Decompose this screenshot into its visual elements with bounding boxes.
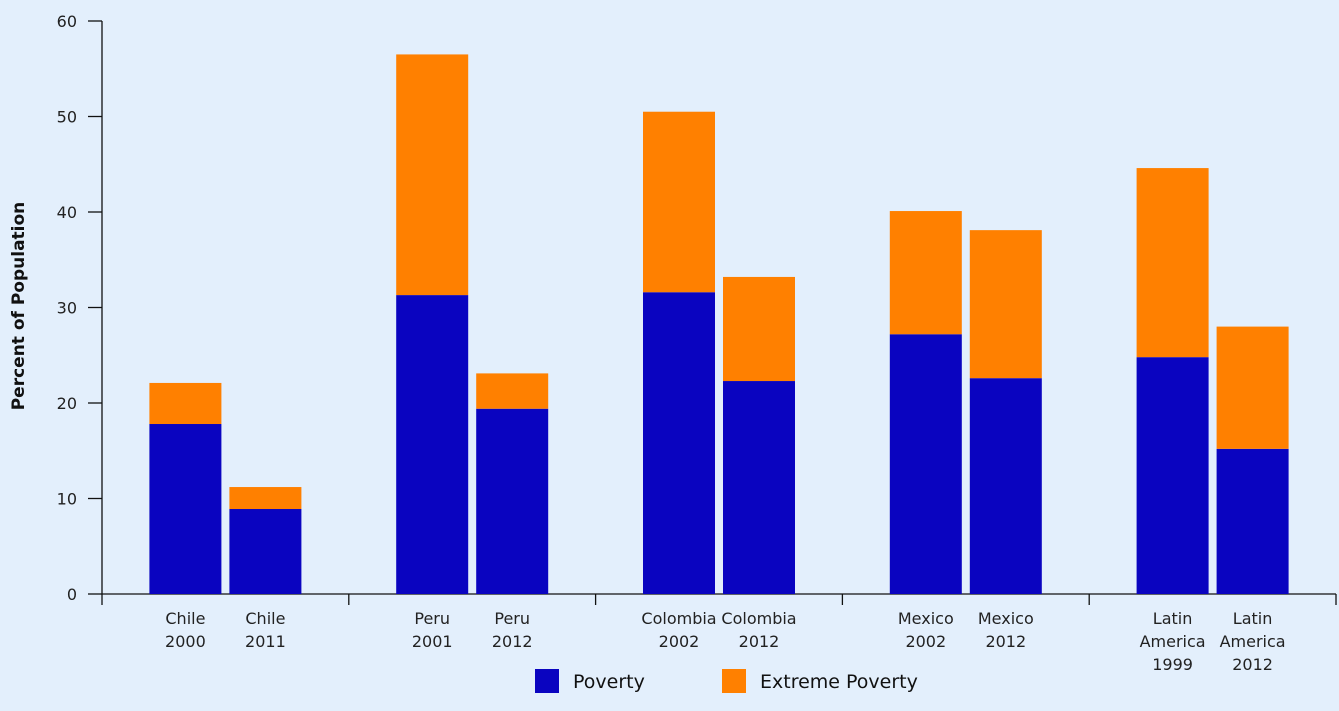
legend-label: Extreme Poverty <box>760 671 918 693</box>
y-tick-label: 50 <box>57 108 77 127</box>
y-tick-label: 20 <box>57 394 77 413</box>
bar-poverty <box>149 424 222 594</box>
y-tick-label: 40 <box>57 203 77 222</box>
y-tick-label: 0 <box>67 585 77 604</box>
y-tick-label: 60 <box>57 12 77 31</box>
x-category-label: Chile 2011 <box>245 609 286 651</box>
legend-swatch <box>535 669 559 693</box>
x-axis <box>101 593 1337 605</box>
bar-extreme-poverty <box>1136 168 1209 358</box>
x-category-label: Latin America 1999 <box>1140 609 1206 674</box>
y-tick-label: 30 <box>57 299 77 318</box>
bar-extreme-poverty <box>229 487 302 510</box>
x-category-label: Mexico 2012 <box>978 609 1034 651</box>
bar-poverty <box>643 292 715 594</box>
y-axis: 0 10 20 30 40 50 60 <box>57 12 103 604</box>
x-category-label: Mexico 2002 <box>898 609 954 651</box>
y-axis-title: Percent of Population <box>9 202 29 411</box>
y-tick-label: 10 <box>57 490 77 509</box>
bar-poverty <box>476 408 549 594</box>
bar-extreme-poverty <box>476 373 549 409</box>
bar-poverty <box>396 295 469 594</box>
bar-poverty <box>1216 448 1289 594</box>
x-category-label: Latin America 2012 <box>1220 609 1286 674</box>
bar-poverty <box>889 334 962 594</box>
x-category-label: Colombia 2002 <box>641 609 716 651</box>
bar-poverty <box>1136 357 1209 594</box>
bar-extreme-poverty <box>969 230 1042 379</box>
bar-extreme-poverty <box>723 276 795 382</box>
legend-label: Poverty <box>573 671 645 693</box>
legend-swatch <box>722 669 746 693</box>
bar-extreme-poverty <box>889 211 962 335</box>
bar-poverty <box>229 509 302 594</box>
x-category-label: Peru 2012 <box>492 609 533 651</box>
x-category-label: Chile 2000 <box>165 609 206 651</box>
legend: Poverty Extreme Poverty <box>535 669 918 693</box>
bar-extreme-poverty <box>643 111 715 293</box>
bar-poverty <box>723 381 795 594</box>
bar-extreme-poverty <box>1216 326 1289 449</box>
bar-poverty <box>969 378 1042 594</box>
bar-extreme-poverty <box>396 54 469 296</box>
bar-extreme-poverty <box>149 382 222 425</box>
bars <box>149 54 1289 594</box>
x-category-label: Peru 2001 <box>412 609 453 651</box>
category-labels: Chile 2000 Chile 2011 Peru 2001 Peru 2012 Colomb… <box>165 609 1286 674</box>
x-category-label: Colombia 2012 <box>721 609 796 651</box>
